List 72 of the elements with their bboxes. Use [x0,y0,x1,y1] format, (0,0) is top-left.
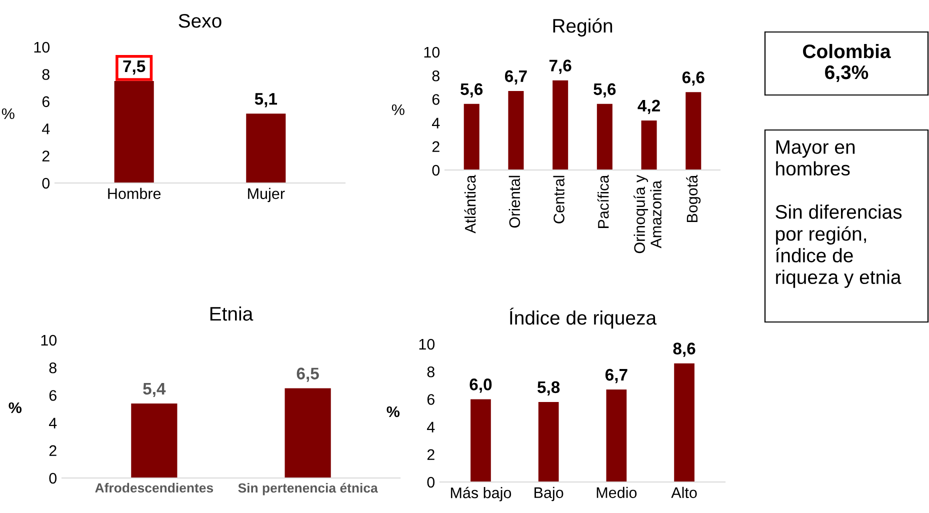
y-tick-label: 10 [419,338,435,350]
chart-title: Etnia [210,306,254,321]
x-tick-label: Mujer [248,188,285,202]
data-label: 6,6 [682,71,704,86]
y-tick-label: 0 [432,164,440,176]
x-tick-label: Central [553,176,564,224]
data-label: 6,5 [296,368,319,382]
x-tick-label: Hombre [108,188,161,200]
y-axis-title: % [8,402,22,414]
data-label: 7,6 [549,60,572,74]
y-tick-label: 2 [49,445,56,456]
y-tick-label: 4 [426,422,435,432]
bar [596,104,612,170]
bar [508,90,524,170]
bar [552,80,568,170]
y-tick-label: 10 [41,334,57,346]
y-tick-label: 6 [427,394,434,405]
y-tick-label: 10 [34,42,50,53]
bar [464,104,480,170]
x-tick-label: Atlántica [464,174,476,234]
y-tick-label: 8 [432,70,440,82]
bar [641,120,657,170]
y-tick-label: 0 [427,476,435,488]
y-tick-label: 4 [432,118,440,128]
data-label: 6,0 [470,378,492,393]
y-tick-label: 6 [432,94,440,105]
y-tick-label: 4 [48,418,57,428]
y-tick-label: 10 [424,46,440,58]
bar [538,402,559,482]
bar [674,363,694,482]
x-tick-label: Pacífica [597,174,609,228]
data-label: 5,6 [594,83,616,98]
chart-title: Índice de riqueza [510,308,657,329]
text: Mayor en hombres Sin diferencias por región, índice de riqueza y etnia [776,140,902,288]
x-tick-label: Alto [671,486,697,498]
y-tick-label: 2 [42,150,50,162]
data-label: 7,5 [123,60,146,75]
data-label: 6,7 [504,70,527,85]
data-label: 8,6 [673,342,696,357]
x-tick-label: Medio [596,486,637,498]
text: Colombia 6,3% [803,44,891,82]
y-axis-title: % [392,104,404,116]
x-tick-label: Orinoquía y Amazonia [634,174,662,254]
data-label: 5,1 [254,93,278,108]
x-tick-label: Oriental [508,176,520,228]
x-tick-label: Afrodescendientes [95,482,214,493]
bar [606,390,627,482]
y-axis-title: % [386,406,400,418]
data-label: 5,6 [460,83,483,98]
y-tick-label: 0 [49,472,57,484]
y-tick-label: 8 [427,366,434,378]
y-tick-label: 4 [42,124,50,134]
data-label: 6,7 [605,368,628,384]
chart-title: Región [553,18,612,37]
y-tick-label: 2 [427,449,434,460]
x-tick-label: Más bajo [450,486,512,502]
chart-title: Sexo [178,14,222,28]
x-tick-label: Bajo [534,486,564,502]
y-tick-label: 0 [42,178,50,189]
y-tick-label: 8 [42,69,50,80]
y-tick-label: 6 [42,96,50,108]
data-label: 4,2 [638,100,660,114]
y-axis-title: % [2,108,14,120]
x-tick-label: Bogotá [686,174,701,222]
y-tick-label: 8 [49,362,56,374]
y-tick-label: 2 [432,141,440,152]
x-tick-label: Sin pertenencia étnica [238,482,378,496]
y-tick-label: 6 [49,390,56,401]
data-label: 5,4 [143,383,166,398]
bar [470,399,491,482]
data-label: 5,8 [538,381,560,396]
bar [686,92,702,170]
